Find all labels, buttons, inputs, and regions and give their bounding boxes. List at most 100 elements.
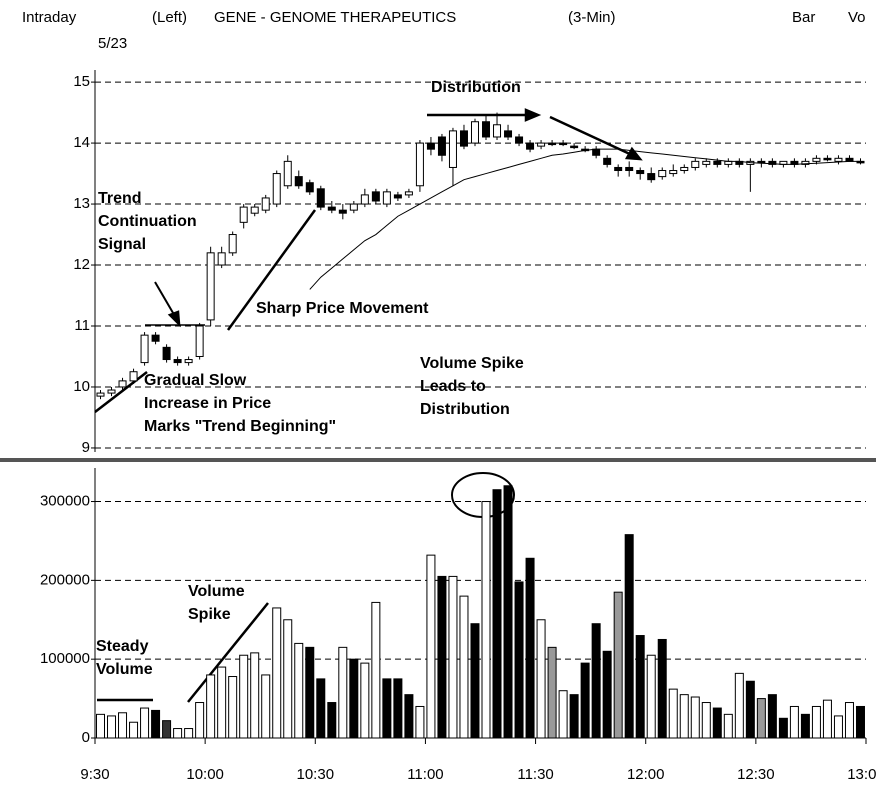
volume-bar bbox=[635, 635, 645, 739]
x-tick-label: 10:30 bbox=[297, 766, 335, 783]
volume-bar bbox=[778, 717, 788, 739]
volume-bar bbox=[624, 534, 634, 739]
volume-bar bbox=[525, 557, 535, 739]
volume-bar bbox=[404, 694, 414, 739]
volume-bar bbox=[360, 662, 370, 739]
candle-body bbox=[129, 371, 138, 382]
volume-bar bbox=[426, 554, 436, 739]
candle-body bbox=[647, 173, 656, 181]
candle-body bbox=[680, 166, 689, 172]
volume-bar bbox=[668, 688, 678, 739]
volume-bar bbox=[338, 646, 348, 739]
volume-bar bbox=[294, 642, 304, 739]
candle-body bbox=[327, 206, 336, 211]
candle-body bbox=[261, 197, 270, 211]
volume-bar bbox=[437, 575, 447, 739]
volume-bar bbox=[239, 654, 249, 739]
header-text: (Left) bbox=[152, 9, 187, 26]
candle-body bbox=[382, 191, 391, 205]
volume-bar bbox=[107, 715, 117, 739]
candle-body bbox=[702, 160, 711, 165]
volume-bar bbox=[206, 674, 216, 739]
volume-bar bbox=[613, 591, 623, 739]
volume-bar bbox=[261, 674, 271, 739]
header-text: Intraday bbox=[22, 9, 77, 26]
candle-body bbox=[448, 130, 457, 168]
volume-bar bbox=[679, 694, 689, 739]
candle-body bbox=[537, 142, 546, 147]
volume-bar bbox=[514, 581, 524, 739]
candle-body bbox=[173, 359, 182, 364]
volume-bar bbox=[690, 696, 700, 739]
volume-bar bbox=[195, 702, 205, 739]
candle-body bbox=[559, 142, 568, 146]
candle-body bbox=[812, 157, 821, 162]
volume-bar bbox=[745, 680, 755, 739]
volume-bar bbox=[250, 652, 260, 739]
candle-body bbox=[603, 157, 612, 165]
volume-bar bbox=[371, 601, 381, 739]
candle-body bbox=[118, 380, 127, 388]
volume-bar bbox=[822, 699, 832, 739]
candle-body bbox=[360, 194, 369, 205]
candle-body bbox=[482, 121, 491, 138]
volume-bar bbox=[96, 713, 105, 739]
y-tick-label: 9 bbox=[82, 439, 90, 456]
volume-bar bbox=[712, 707, 722, 739]
volume-bar bbox=[459, 595, 469, 739]
x-tick-label: 12:00 bbox=[627, 766, 665, 783]
volume-bar bbox=[844, 702, 854, 739]
volume-bar bbox=[316, 678, 326, 739]
annotation: Sharp Price Movement bbox=[256, 300, 429, 317]
volume-bar bbox=[591, 623, 601, 739]
volume-bar bbox=[305, 646, 315, 739]
volume-bar bbox=[481, 501, 491, 739]
volume-bar bbox=[492, 489, 502, 739]
annotation: Increase in Price bbox=[144, 395, 271, 412]
annotation-lines bbox=[94, 108, 643, 703]
volume-bar bbox=[833, 715, 843, 739]
candle-body bbox=[195, 325, 204, 357]
moving-average bbox=[309, 148, 861, 290]
candle-body bbox=[768, 160, 777, 165]
x-tick-label: 13:00 bbox=[847, 766, 876, 783]
candle-body bbox=[107, 389, 116, 394]
annotation: Signal bbox=[98, 236, 146, 253]
annotation: Volume Spike bbox=[420, 355, 524, 372]
volume-bar bbox=[569, 694, 579, 739]
annotation: Volume bbox=[188, 583, 245, 600]
x-tick-label: 11:30 bbox=[517, 766, 553, 783]
candle-body bbox=[636, 170, 645, 175]
volume-bar bbox=[701, 702, 711, 739]
candle-body bbox=[548, 142, 557, 146]
volume-bar bbox=[393, 678, 403, 739]
header-date: 5/23 bbox=[98, 35, 127, 52]
volume-bar bbox=[162, 720, 172, 739]
candle-body bbox=[228, 234, 237, 254]
candle-body bbox=[658, 170, 667, 178]
candle-body bbox=[426, 142, 435, 150]
candle-body bbox=[470, 121, 479, 144]
annotation: Volume bbox=[96, 661, 153, 678]
candle-body bbox=[184, 359, 193, 364]
annotation: Leads to bbox=[420, 378, 486, 395]
candle-body bbox=[823, 157, 832, 161]
candle-body bbox=[614, 166, 623, 172]
annotation: Distribution bbox=[420, 401, 510, 418]
y-tick-label: 300000 bbox=[40, 492, 90, 509]
annotation: Spike bbox=[188, 606, 231, 623]
y-tick-label: 13 bbox=[73, 195, 90, 212]
volume-bar bbox=[129, 721, 139, 739]
header-text: (3-Min) bbox=[568, 9, 616, 26]
volume-bar bbox=[151, 709, 161, 739]
volume-bar bbox=[646, 654, 656, 739]
candle-body bbox=[272, 173, 281, 205]
candle-body bbox=[349, 203, 358, 211]
volume-bar bbox=[184, 728, 194, 739]
volume-bar bbox=[448, 575, 458, 739]
volume-bar bbox=[382, 678, 392, 739]
y-tick-label: 200000 bbox=[40, 571, 90, 588]
annotation: Marks "Trend Beginning" bbox=[144, 418, 336, 435]
volume-bar bbox=[767, 694, 777, 739]
candle-body bbox=[834, 157, 843, 162]
